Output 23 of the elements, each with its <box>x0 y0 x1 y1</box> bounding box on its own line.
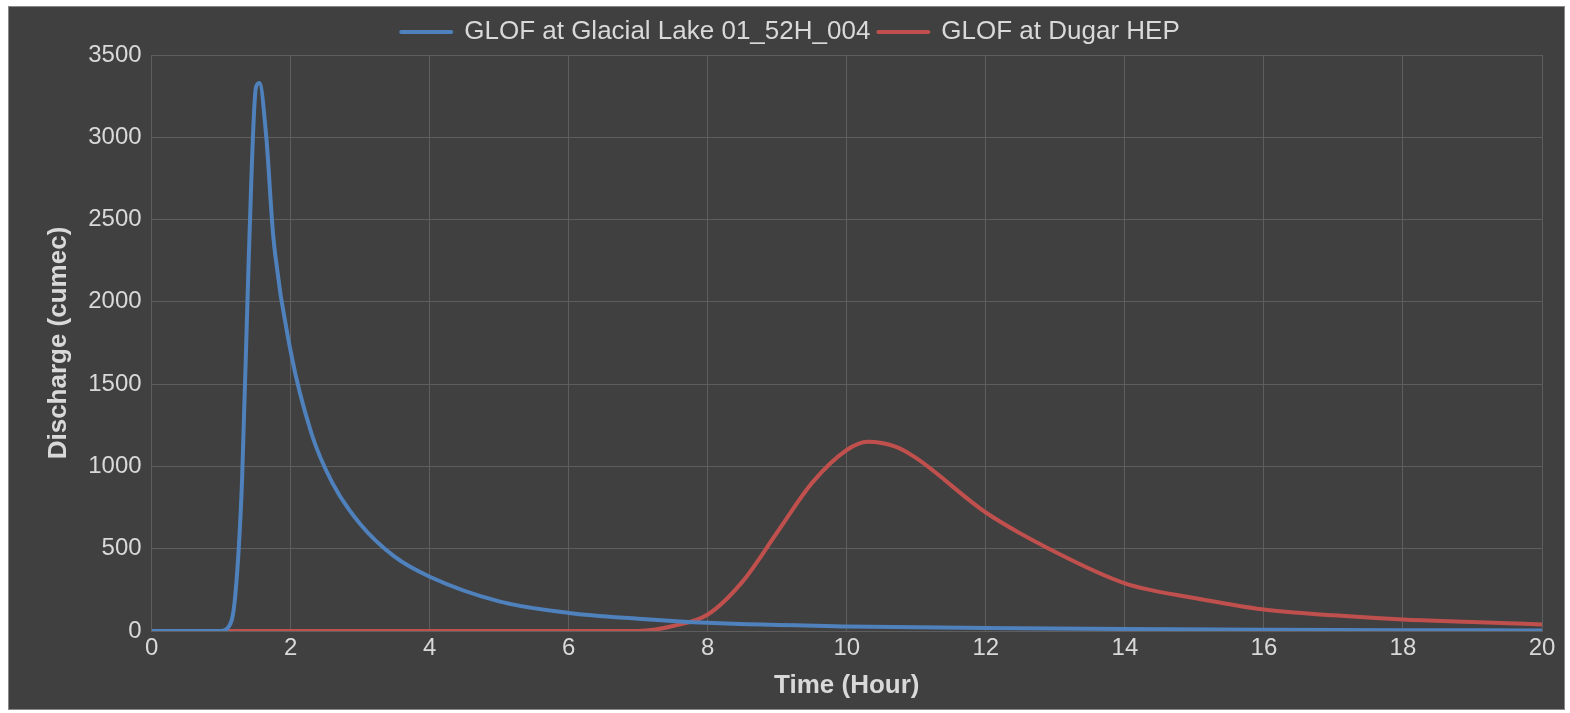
y-tick-label: 3000 <box>88 121 142 149</box>
x-tick-label: 8 <box>701 633 715 661</box>
y-tick-label: 0 <box>128 615 142 643</box>
x-tick-label: 10 <box>833 633 861 661</box>
y-axis-title: Discharge (cumec) <box>41 226 72 460</box>
x-tick-label: 20 <box>1528 633 1556 661</box>
y-tick-label: 2000 <box>88 286 142 314</box>
x-tick-label: 12 <box>972 633 1000 661</box>
legend-label: GLOF at Dugar HEP <box>941 15 1180 46</box>
y-tick-label: 500 <box>101 533 142 561</box>
x-tick-label: 0 <box>144 633 159 661</box>
y-tick-label: 1500 <box>88 368 142 396</box>
x-tick-label: 6 <box>562 633 576 661</box>
x-tick-label: 16 <box>1250 633 1278 661</box>
x-tick-label: 18 <box>1389 633 1417 661</box>
x-axis-title: Time (Hour) <box>774 668 920 699</box>
x-tick-label: 4 <box>422 633 437 661</box>
y-tick-label: 3500 <box>88 39 142 67</box>
y-tick-label: 1000 <box>88 451 142 479</box>
x-tick-label: 14 <box>1111 633 1139 661</box>
y-tick-label: 2500 <box>88 204 142 232</box>
legend-label: GLOF at Glacial Lake 01_52H_004 <box>464 15 871 46</box>
x-tick-label: 2 <box>283 633 298 661</box>
